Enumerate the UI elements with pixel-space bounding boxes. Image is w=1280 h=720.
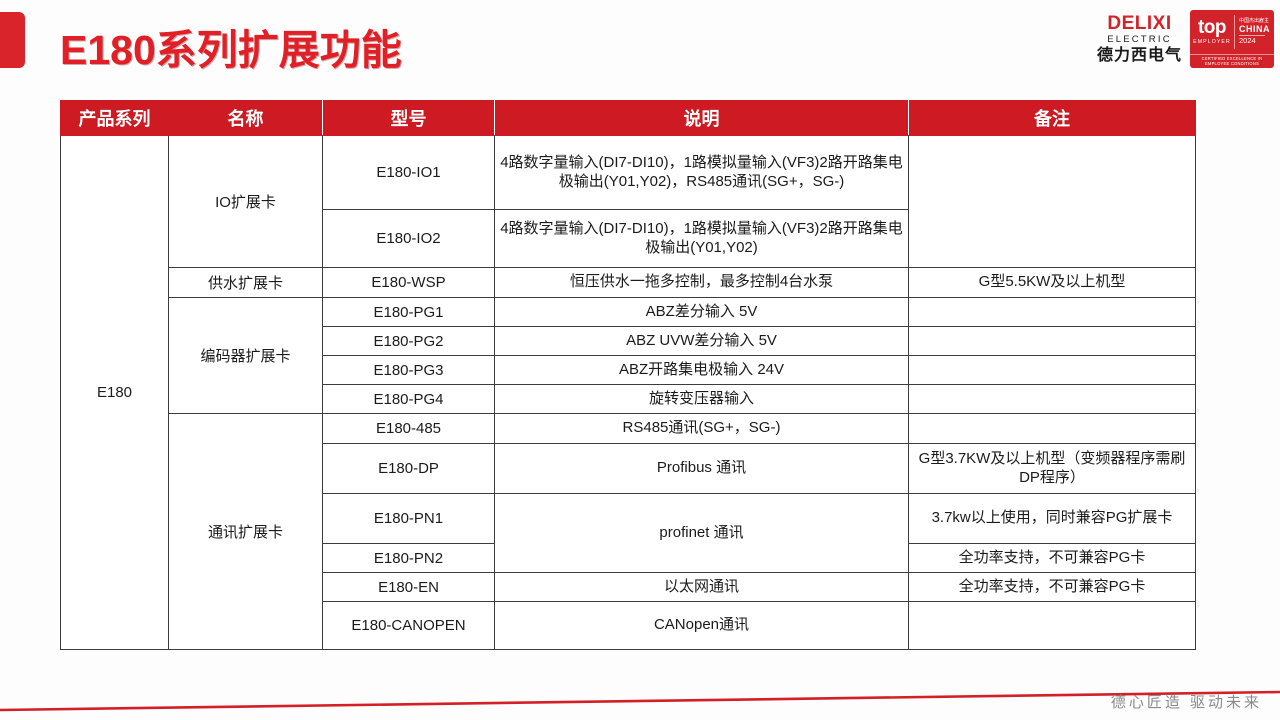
cell-model: E180-IO1	[322, 135, 495, 210]
column-header-remark: 备注	[908, 100, 1196, 136]
cell-model: E180-PG1	[322, 297, 495, 327]
badge-top-word: top	[1197, 16, 1227, 38]
table-row: E180-PG3 ABZ开路集电极输入 24V	[61, 355, 1196, 385]
cell-description: 旋转变压器输入	[494, 384, 909, 414]
cell-group-name: 通讯扩展卡	[168, 413, 323, 650]
table-row: E180-PG2 ABZ UVW差分输入 5V	[61, 326, 1196, 356]
cell-remark	[908, 326, 1196, 356]
spec-table: 产品系列 名称 型号 说明 备注 E180 IO扩展卡 E180-IO1 4路数字量输…	[60, 100, 1196, 650]
cell-remark	[908, 355, 1196, 385]
logo-group: DELIXI ELECTRIC 德力西电气 top EMPLOYER 中国杰出雇…	[1097, 10, 1274, 68]
page-title: E180系列扩展功能	[60, 27, 402, 73]
badge-employer-label: EMPLOYER	[1193, 39, 1231, 46]
cell-remark: G型5.5KW及以上机型	[908, 267, 1196, 298]
badge-footer-label: CERTIFIED EXCELLENCE IN EMPLOYEE CONDITI…	[1190, 54, 1274, 68]
table-row: E180-CANOPEN CANopen通讯	[61, 601, 1196, 650]
cell-description: 恒压供水一拖多控制，最多控制4台水泵	[494, 267, 909, 298]
table-header: 产品系列 名称 型号 说明 备注	[60, 100, 1196, 136]
top-employer-badge-icon: top EMPLOYER 中国杰出雇主 CHINA 2024 CERTIFIED…	[1190, 10, 1274, 68]
cell-description: profinet 通讯	[494, 493, 909, 573]
cell-model: E180-485	[322, 413, 495, 444]
table-row: E180-PG4 旋转变压器输入	[61, 384, 1196, 414]
red-tab-icon	[0, 12, 25, 68]
cell-remark	[908, 413, 1196, 444]
brand-name: DELIXI	[1107, 13, 1172, 35]
badge-left: top EMPLOYER	[1190, 15, 1235, 49]
cell-model: E180-CANOPEN	[322, 601, 495, 650]
cell-remark	[908, 297, 1196, 327]
table-row: E180 IO扩展卡 E180-IO1 4路数字量输入(DI7-DI10)，1路模拟量…	[60, 135, 1196, 650]
brand-subtitle: ELECTRIC	[1107, 34, 1172, 46]
cell-group-name: 编码器扩展卡	[168, 297, 323, 414]
brand-name-cn: 德力西电气	[1096, 46, 1182, 64]
cell-remark: 全功率支持，不可兼容PG卡	[908, 543, 1196, 573]
table-row: 供水扩展卡 E180-WSP 恒压供水一拖多控制，最多控制4台水泵 G型5.5KW及以…	[61, 267, 1196, 298]
column-header-name: 名称	[168, 100, 323, 136]
badge-cn-label: 中国杰出雇主	[1239, 17, 1270, 24]
table-header-row: 产品系列 名称 型号 说明 备注	[60, 100, 1196, 136]
badge-country-label: CHINA	[1239, 24, 1270, 35]
spec-table-wrap: 产品系列 名称 型号 说明 备注 E180 IO扩展卡 E180-IO1 4路数字量输…	[60, 100, 1196, 650]
table-row: E180-IO2 4路数字量输入(DI7-DI10)，1路模拟量输入(VF3)2路…	[61, 209, 1196, 268]
column-header-series: 产品系列	[60, 100, 169, 136]
cell-model: E180-PG4	[322, 384, 495, 414]
cell-remark	[908, 601, 1196, 650]
cell-group-name: IO扩展卡	[168, 135, 323, 268]
cell-description: ABZ UVW差分输入 5V	[494, 326, 909, 356]
cell-description: ABZ开路集电极输入 24V	[494, 355, 909, 385]
footer-slogan: 德心匠造 驱动未来	[1110, 694, 1262, 711]
footer-line-icon	[0, 690, 1280, 712]
cell-model: E180-DP	[322, 443, 495, 494]
table-row: 编码器扩展卡 E180-PG1 ABZ差分输入 5V	[61, 297, 1196, 414]
cell-remark	[908, 135, 1196, 268]
cell-remark: 3.7kw以上使用，同时兼容PG扩展卡	[908, 493, 1196, 544]
column-header-model: 型号	[322, 100, 495, 136]
cell-model: E180-IO2	[322, 209, 495, 268]
cell-model: E180-EN	[322, 572, 495, 602]
cell-model: E180-PN2	[322, 543, 495, 573]
cell-description: 以太网通讯	[494, 572, 909, 602]
badge-year-label: 2024	[1239, 34, 1265, 46]
cell-description: 4路数字量输入(DI7-DI10)，1路模拟量输入(VF3)2路开路集电极输出(…	[494, 135, 909, 210]
footer-decoration	[0, 674, 1280, 720]
cell-product-series: E180	[60, 135, 169, 650]
cell-description: Profibus 通讯	[494, 443, 909, 494]
cell-description: CANopen通讯	[494, 601, 909, 650]
cell-remark	[908, 384, 1196, 414]
cell-model: E180-PN1	[322, 493, 495, 544]
table-row: E180-DP Profibus 通讯 G型3.7KW及以上机型（变频器程序需刷DP…	[61, 443, 1196, 494]
table-body: E180 IO扩展卡 E180-IO1 4路数字量输入(DI7-DI10)，1路模拟量…	[60, 135, 1196, 650]
cell-description: ABZ差分输入 5V	[494, 297, 909, 327]
cell-model: E180-PG2	[322, 326, 495, 356]
cell-description: RS485通讯(SG+，SG-)	[494, 413, 909, 444]
cell-group-name: 供水扩展卡	[168, 267, 323, 298]
delixi-logo: DELIXI ELECTRIC 德力西电气	[1097, 14, 1184, 64]
cell-remark: G型3.7KW及以上机型（变频器程序需刷DP程序）	[908, 443, 1196, 494]
column-header-desc: 说明	[494, 100, 909, 136]
table-row: E180-PN2 全功率支持，不可兼容PG卡	[61, 543, 1196, 573]
badge-right: 中国杰出雇主 CHINA 2024	[1235, 17, 1274, 46]
badge-main: top EMPLOYER 中国杰出雇主 CHINA 2024	[1190, 10, 1274, 54]
cell-description: 4路数字量输入(DI7-DI10)，1路模拟量输入(VF3)2路开路集电极输出(…	[494, 209, 909, 268]
cell-model: E180-PG3	[322, 355, 495, 385]
cell-model: E180-WSP	[322, 267, 495, 298]
table-row: 通讯扩展卡 E180-485 RS485通讯(SG+，SG-)	[61, 413, 1196, 650]
cell-remark: 全功率支持，不可兼容PG卡	[908, 572, 1196, 602]
